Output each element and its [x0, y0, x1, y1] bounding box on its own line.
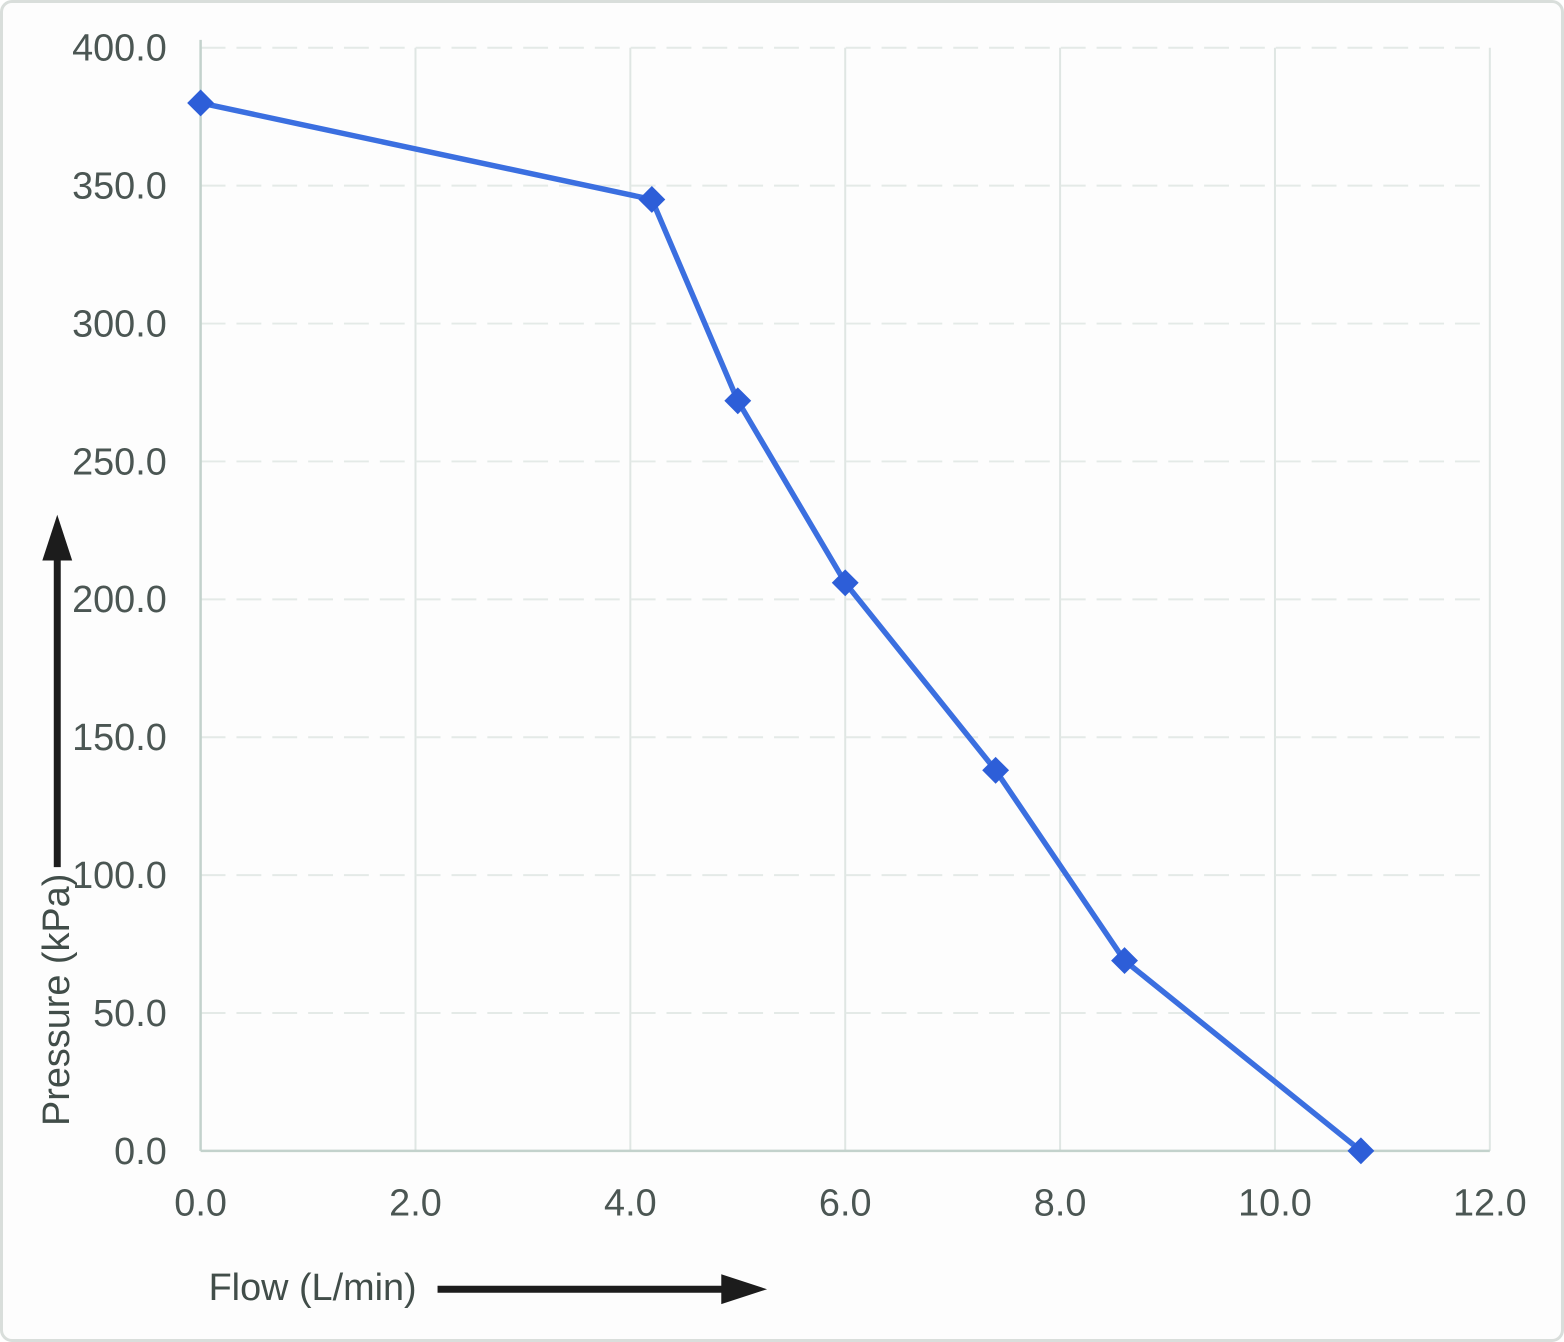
- x-axis-title: Flow (L/min): [209, 1267, 417, 1309]
- y-tick-label: 250.0: [72, 441, 167, 483]
- y-tick-label: 200.0: [72, 579, 167, 621]
- data-point-marker: [187, 89, 215, 117]
- y-tick-label: 50.0: [93, 993, 167, 1035]
- x-tick-label: 10.0: [1238, 1183, 1312, 1225]
- vertical-gridlines: [414, 47, 1491, 1151]
- x-tick-label: 12.0: [1453, 1183, 1527, 1225]
- x-axis-arrow-icon: [437, 1274, 768, 1305]
- x-tick-label: 0.0: [174, 1183, 227, 1225]
- line-chart-canvas: 0.0 50.0 100.0 150.0 200.0 250.0 300.0 350.0 400…: [36, 28, 1526, 1309]
- data-series: [187, 89, 1375, 1165]
- x-tick-label: 2.0: [389, 1183, 442, 1225]
- data-point-marker: [1111, 947, 1138, 975]
- data-point-marker: [638, 186, 666, 213]
- y-tick-label: 300.0: [72, 304, 167, 346]
- y-axis-arrow-icon: [42, 514, 73, 868]
- data-point-marker: [1347, 1137, 1375, 1165]
- x-tick-label: 8.0: [1034, 1183, 1087, 1225]
- y-tick-label: 100.0: [72, 855, 167, 897]
- y-axis-title: Pressure (kPa): [36, 874, 78, 1126]
- x-tick-label: 4.0: [604, 1183, 657, 1225]
- x-tick-label: 6.0: [819, 1183, 872, 1225]
- data-point-marker: [724, 387, 752, 415]
- series-line: [197, 100, 1364, 1154]
- y-tick-label: 400.0: [72, 28, 167, 70]
- y-tick-labels: 0.0 50.0 100.0 150.0 200.0 250.0 300.0 350.0 400…: [72, 28, 167, 1173]
- y-tick-label: 350.0: [72, 166, 167, 208]
- y-tick-label: 0.0: [114, 1131, 167, 1173]
- axis-lines: [199, 39, 1490, 1153]
- data-point-marker: [831, 569, 859, 597]
- y-tick-label: 150.0: [72, 717, 167, 759]
- x-tick-labels: 0.0 2.0 4.0 6.0 8.0 10.0 12.0: [174, 1183, 1526, 1225]
